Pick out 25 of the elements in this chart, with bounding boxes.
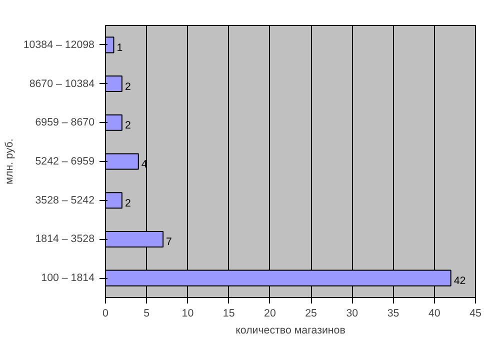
y-tick-label: 3528 – 5242: [35, 194, 95, 206]
data-label: 2: [124, 120, 131, 132]
data-label: 2: [124, 197, 131, 210]
y-axis-title: млн. руб.: [3, 138, 16, 184]
x-tick-label: 35: [387, 308, 400, 320]
y-tick-label: 100 – 1814: [41, 272, 95, 284]
y-tick-label: 1814 – 3528: [35, 233, 95, 246]
data-label: 1: [116, 42, 123, 54]
x-tick-label: 0: [102, 308, 109, 320]
x-tick-label: 5: [144, 308, 150, 320]
x-tick-label: 30: [346, 308, 358, 320]
y-tick-label: 6959 – 8670: [35, 116, 95, 129]
y-tick-label: 5242 – 6959: [35, 156, 95, 168]
x-tick-label: 10: [182, 308, 194, 320]
x-tick-label: 40: [428, 308, 440, 320]
x-tick-label: 45: [470, 308, 482, 320]
data-label: 42: [454, 275, 466, 288]
x-tick-label: 20: [264, 308, 276, 320]
x-tick-label: 25: [305, 308, 318, 320]
x-tick-label: 15: [222, 308, 235, 320]
x-axis-title: количество магазинов: [236, 324, 346, 336]
y-tick-label: 8670 – 10384: [29, 78, 95, 90]
data-label: 2: [124, 80, 131, 93]
y-tick-label: 10384 – 12098: [23, 38, 95, 51]
data-label: 7: [166, 236, 172, 248]
